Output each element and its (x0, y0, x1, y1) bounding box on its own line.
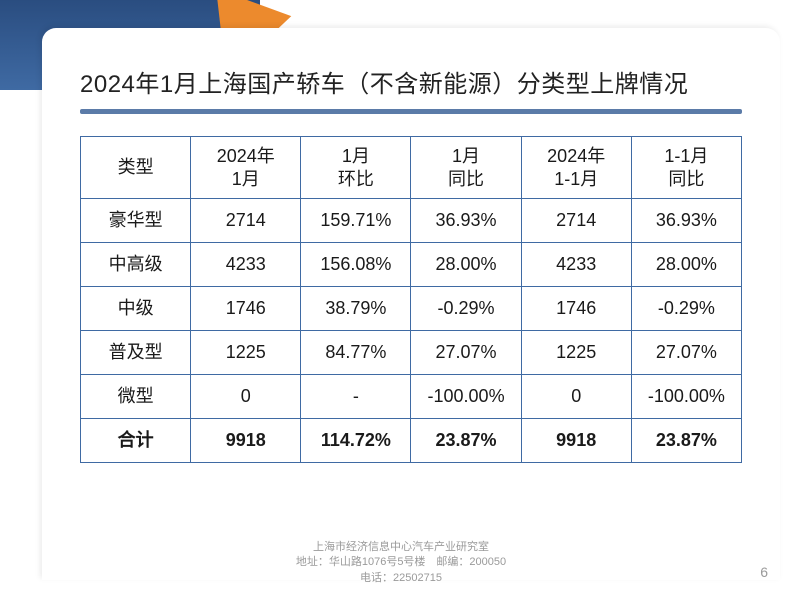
cell: 4233 (521, 243, 631, 287)
col-header: 1月环比 (301, 137, 411, 199)
table-row: 普及型 1225 84.77% 27.07% 1225 27.07% (81, 331, 742, 375)
table-row: 豪华型 2714 159.71% 36.93% 2714 36.93% (81, 199, 742, 243)
title-underline (80, 109, 742, 114)
cell: 合计 (81, 419, 191, 463)
content-card: 2024年1月上海国产轿车（不含新能源）分类型上牌情况 类型 2024年1月 1… (42, 28, 780, 580)
data-table: 类型 2024年1月 1月环比 1月同比 2024年1-1月 1-1月同比 豪华… (80, 136, 742, 463)
cell: 1225 (191, 331, 301, 375)
cell: 38.79% (301, 287, 411, 331)
footer-org: 上海市经济信息中心汽车产业研究室 (0, 540, 802, 555)
footer-phone: 电话：22502715 (0, 571, 802, 586)
cell: 4233 (191, 243, 301, 287)
cell: - (301, 375, 411, 419)
cell: 36.93% (411, 199, 521, 243)
title-row: 2024年1月上海国产轿车（不含新能源）分类型上牌情况 (80, 64, 742, 114)
cell: 0 (521, 375, 631, 419)
col-header: 类型 (81, 137, 191, 199)
cell: 1225 (521, 331, 631, 375)
table-row: 中级 1746 38.79% -0.29% 1746 -0.29% (81, 287, 742, 331)
cell: 普及型 (81, 331, 191, 375)
page-title: 2024年1月上海国产轿车（不含新能源）分类型上牌情况 (80, 64, 742, 99)
cell: 1746 (191, 287, 301, 331)
cell: 28.00% (631, 243, 741, 287)
footer: 上海市经济信息中心汽车产业研究室 地址：华山路1076号5号楼 邮编：20005… (0, 540, 802, 586)
cell: 27.07% (411, 331, 521, 375)
cell: 84.77% (301, 331, 411, 375)
col-header: 1-1月同比 (631, 137, 741, 199)
table-row: 微型 0 - -100.00% 0 -100.00% (81, 375, 742, 419)
cell: 中高级 (81, 243, 191, 287)
cell: 28.00% (411, 243, 521, 287)
cell: 微型 (81, 375, 191, 419)
footer-address: 地址：华山路1076号5号楼 邮编：200050 (0, 555, 802, 570)
col-header: 2024年1-1月 (521, 137, 631, 199)
cell: 36.93% (631, 199, 741, 243)
cell: -100.00% (411, 375, 521, 419)
cell: 156.08% (301, 243, 411, 287)
cell: 1746 (521, 287, 631, 331)
cell: 9918 (191, 419, 301, 463)
col-header: 2024年1月 (191, 137, 301, 199)
col-header: 1月同比 (411, 137, 521, 199)
cell: 0 (191, 375, 301, 419)
cell: 豪华型 (81, 199, 191, 243)
cell: -0.29% (411, 287, 521, 331)
cell: 23.87% (631, 419, 741, 463)
cell: 9918 (521, 419, 631, 463)
page-number: 6 (760, 564, 768, 580)
table-header-row: 类型 2024年1月 1月环比 1月同比 2024年1-1月 1-1月同比 (81, 137, 742, 199)
cell: 中级 (81, 287, 191, 331)
slide: 2024年1月上海国产轿车（不含新能源）分类型上牌情况 类型 2024年1月 1… (0, 0, 802, 602)
cell: -0.29% (631, 287, 741, 331)
cell: 114.72% (301, 419, 411, 463)
cell: 159.71% (301, 199, 411, 243)
cell: -100.00% (631, 375, 741, 419)
cell: 2714 (521, 199, 631, 243)
table-total-row: 合计 9918 114.72% 23.87% 9918 23.87% (81, 419, 742, 463)
cell: 27.07% (631, 331, 741, 375)
table-row: 中高级 4233 156.08% 28.00% 4233 28.00% (81, 243, 742, 287)
cell: 2714 (191, 199, 301, 243)
cell: 23.87% (411, 419, 521, 463)
